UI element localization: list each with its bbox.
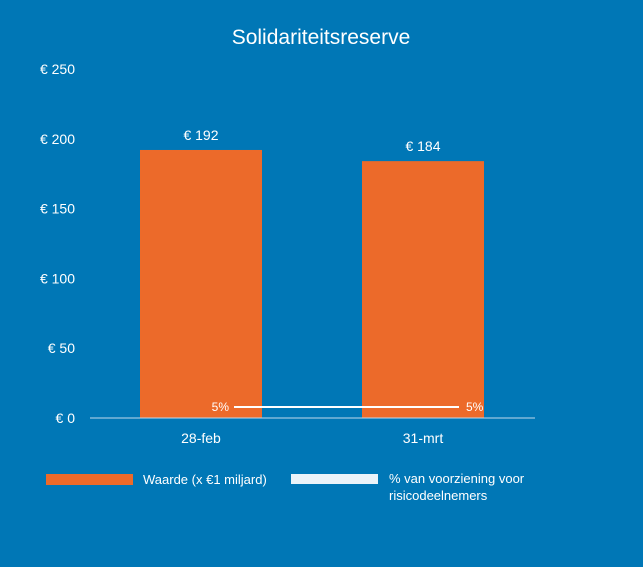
bar-data-label: € 184 — [405, 138, 440, 154]
chart-title: Solidariteitsreserve — [232, 26, 411, 49]
y-tick-label: € 250 — [40, 61, 75, 77]
legend-label: Waarde (x €1 miljard) — [143, 472, 267, 487]
y-axis-ticks: € 0 € 50 € 100 € 150 € 200 € 250 — [40, 61, 75, 426]
percentage-series: 5% 5% — [212, 400, 484, 414]
x-tick-label: 28-feb — [181, 430, 221, 446]
y-tick-label: € 50 — [48, 340, 75, 356]
bars: € 192 € 184 — [140, 127, 484, 419]
legend-label-line: risicodeelnemers — [389, 488, 488, 503]
bar-data-label: € 192 — [183, 127, 218, 143]
bar — [362, 161, 484, 419]
percentage-data-label: 5% — [466, 400, 484, 414]
bar — [140, 149, 262, 418]
x-tick-label: 31-mrt — [403, 430, 444, 446]
category-labels: 28-feb 31-mrt — [181, 430, 443, 446]
y-tick-label: € 200 — [40, 131, 75, 147]
y-tick-label: € 100 — [40, 270, 75, 286]
legend-swatch-line — [291, 474, 378, 484]
legend-swatch-bar — [46, 474, 133, 485]
y-tick-label: € 150 — [40, 201, 75, 217]
legend-label-line: % van voorziening voor — [389, 471, 525, 486]
percentage-data-label: 5% — [212, 400, 230, 414]
legend-label: % van voorziening voor risicodeelnemers — [389, 471, 525, 503]
y-tick-label: € 0 — [56, 410, 76, 426]
legend: Waarde (x €1 miljard) % van voorziening v… — [46, 471, 525, 503]
